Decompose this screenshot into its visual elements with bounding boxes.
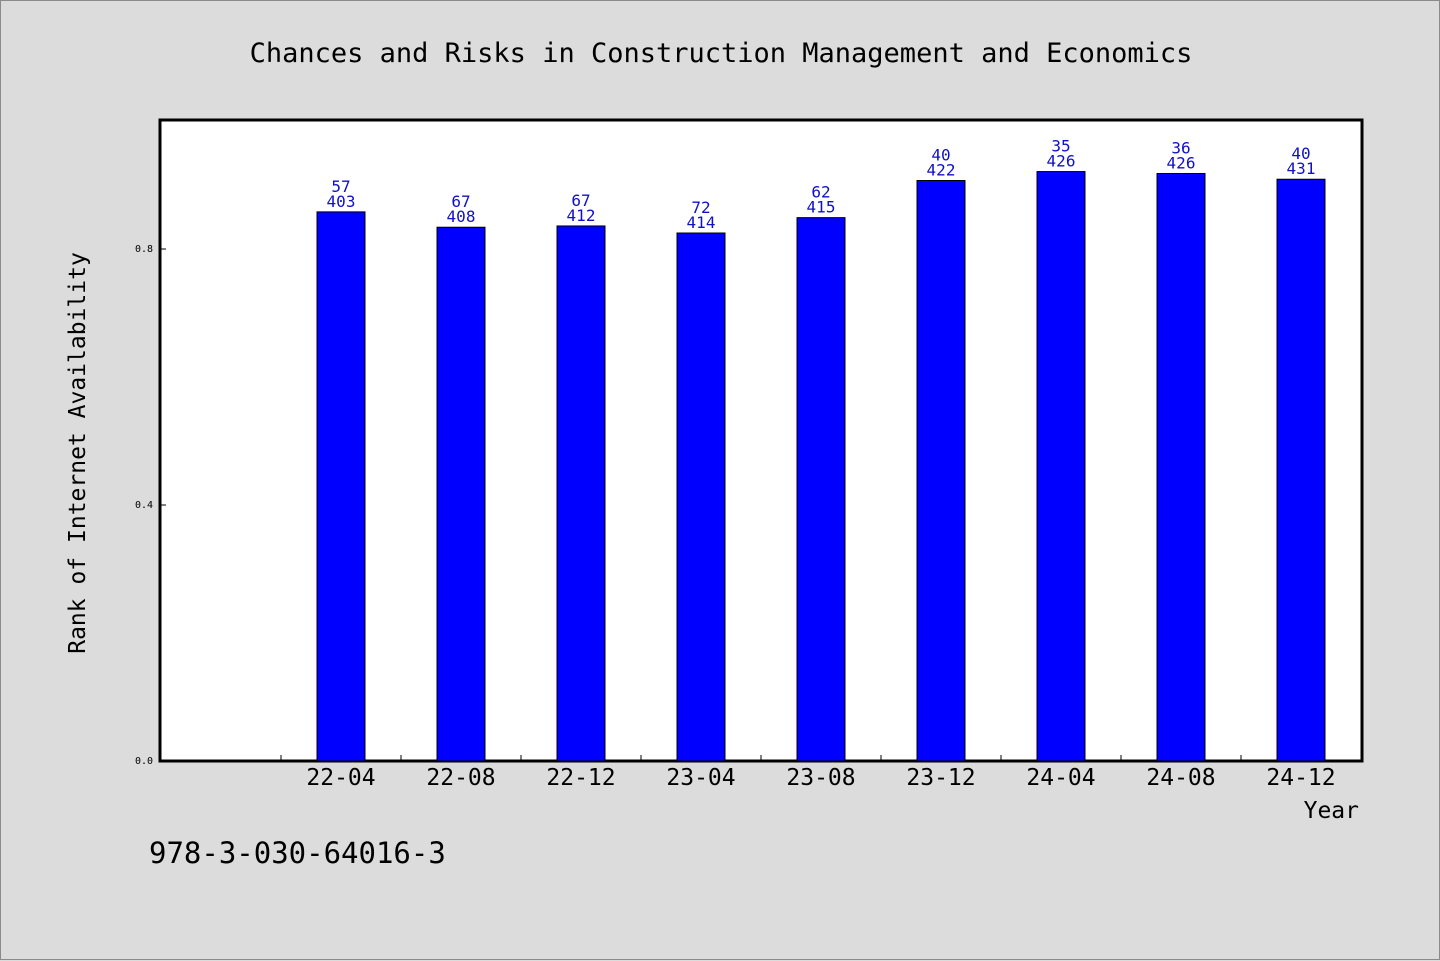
bar-label-bottom: 426 (1167, 153, 1196, 172)
bar-label-bottom: 422 (927, 161, 956, 180)
bar-23-04 (676, 232, 726, 762)
footer-isbn: 978-3-030-64016-3 (149, 836, 446, 870)
bar-label-bottom: 414 (687, 213, 716, 232)
bar-label-top: 67 (451, 192, 470, 211)
bars-group (316, 171, 1326, 762)
bar-label-bottom: 408 (447, 207, 476, 226)
x-axis-title: Year (1304, 798, 1359, 824)
x-tick-label: 22-08 (426, 765, 495, 791)
bar-label-bottom: 403 (327, 192, 356, 211)
y-axis-ticks: 0.0 0.4 0.8 (135, 244, 166, 767)
bar-24-12 (1276, 178, 1326, 762)
bar-label-top: 62 (811, 183, 830, 202)
y-tick-label: 0.0 (135, 756, 153, 767)
bar-label-top: 40 (931, 146, 950, 165)
x-tick-label: 22-04 (306, 765, 375, 791)
x-tick-label: 24-04 (1026, 765, 1095, 791)
bar-label-top: 67 (571, 191, 590, 210)
bar-label-bottom: 426 (1047, 152, 1076, 171)
y-tick-label: 0.8 (135, 244, 153, 255)
bar-label-top: 57 (331, 177, 350, 196)
x-tick-label: 23-04 (666, 765, 735, 791)
chart-title: Chances and Risks in Construction Manage… (250, 38, 1193, 69)
x-tick-label: 22-12 (546, 765, 615, 791)
x-tick-label: 23-12 (906, 765, 975, 791)
y-axis-title: Rank of Internet Availability (65, 252, 91, 654)
bar-24-04 (1036, 171, 1086, 762)
bar-22-04 (316, 211, 366, 762)
bar-label-top: 40 (1291, 144, 1310, 163)
x-tick-label: 23-08 (786, 765, 855, 791)
bar-label-top: 72 (691, 198, 710, 217)
bar-label-bottom: 415 (807, 198, 836, 217)
bar-23-12 (916, 180, 966, 762)
bar-22-08 (436, 226, 486, 762)
bar-label-top: 36 (1171, 138, 1190, 157)
bar-23-08 (796, 217, 846, 762)
bar-24-08 (1156, 172, 1206, 762)
y-tick-label: 0.4 (135, 500, 153, 511)
bar-label-top: 35 (1051, 137, 1070, 156)
x-tick-label: 24-12 (1266, 765, 1335, 791)
bar-22-12 (556, 225, 606, 762)
bar-label-bottom: 431 (1287, 159, 1316, 178)
x-axis-ticks: 22-04 22-08 22-12 23-04 23-08 23-12 24-04 24-08… (280, 755, 1336, 791)
x-tick-label: 24-08 (1146, 765, 1215, 791)
bar-label-bottom: 412 (567, 206, 596, 225)
